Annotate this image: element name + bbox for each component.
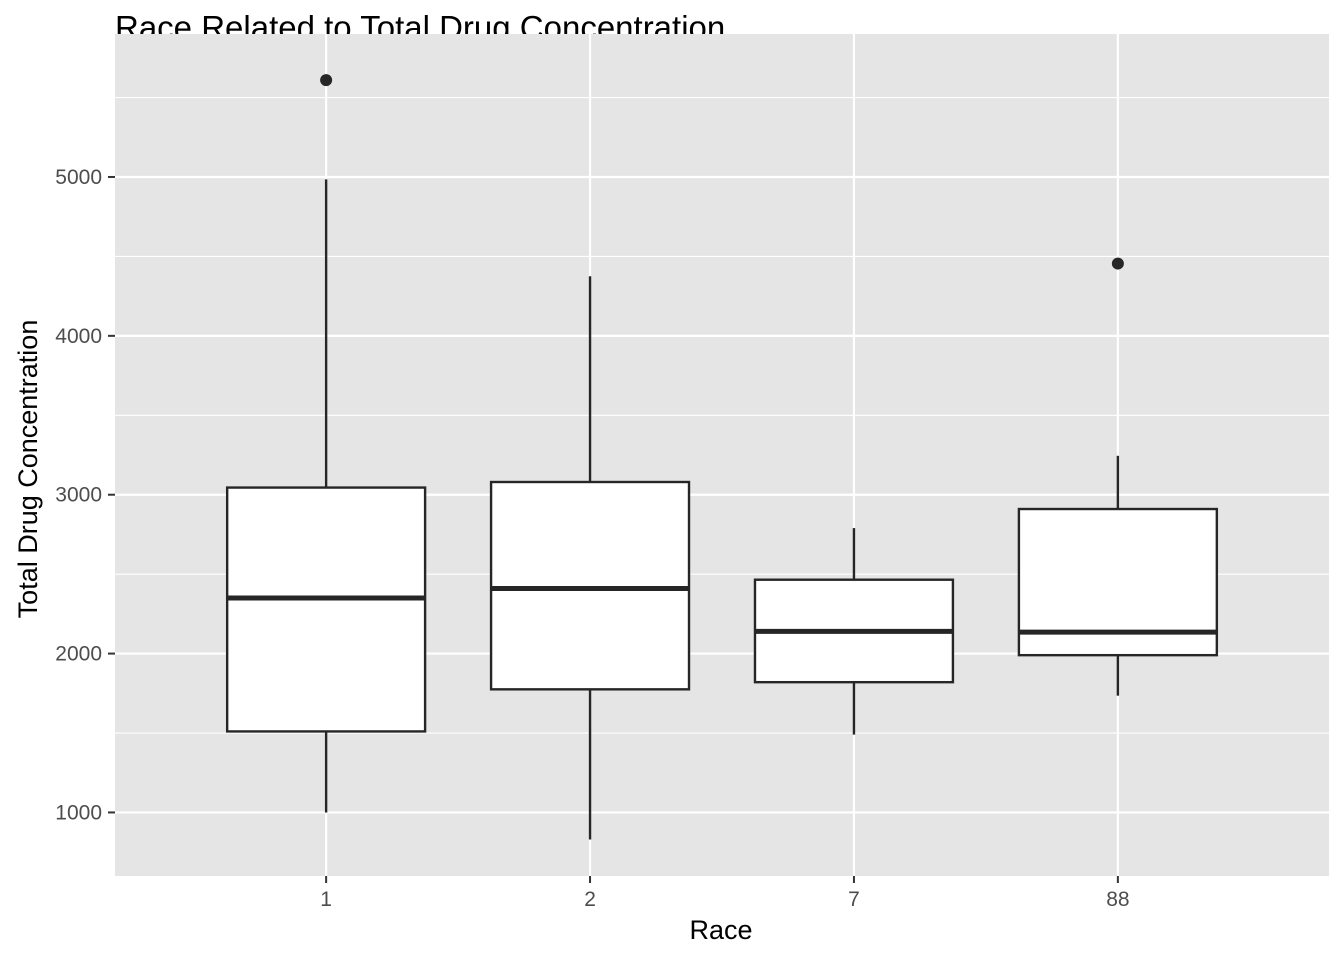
y-tick-label: 2000: [55, 643, 102, 666]
y-tick-label: 3000: [55, 484, 102, 507]
x-axis: 1 2 7 88: [320, 876, 1130, 911]
boxes: [225, 74, 1219, 840]
box-group-race-1: [225, 74, 427, 813]
x-tick-label: 2: [584, 888, 596, 911]
y-axis: 1000 2000 3000 4000 5000: [55, 166, 115, 824]
y-tick-label: 5000: [55, 166, 102, 189]
plot-panel: [115, 34, 1329, 876]
x-tick-label: 1: [320, 888, 332, 911]
iqr-box: [489, 480, 691, 691]
y-tick-label: 4000: [55, 325, 102, 348]
box-group-race-2: [489, 276, 691, 840]
box-group-race-88: [1017, 257, 1219, 696]
x-tick-label: 7: [848, 888, 860, 911]
box-group-race-7: [753, 528, 955, 735]
y-axis-title: Total Drug Concentration: [13, 320, 43, 619]
iqr-box: [225, 486, 427, 733]
x-axis-title: Race: [689, 915, 752, 945]
x-tick-label: 88: [1106, 888, 1129, 911]
y-tick-label: 1000: [55, 801, 102, 824]
outlier-point: [320, 74, 333, 87]
outlier-point: [1111, 257, 1124, 270]
